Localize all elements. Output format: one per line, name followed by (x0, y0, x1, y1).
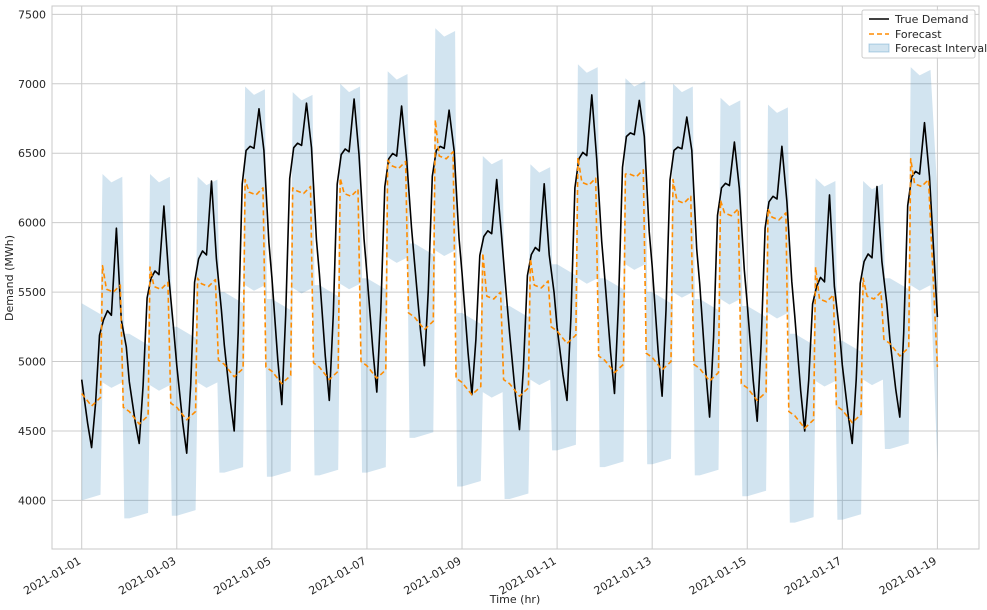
x-tick-label: 2021-01-09 (402, 554, 464, 597)
y-tick-label: 5500 (18, 286, 46, 299)
y-tick-label: 6000 (18, 217, 46, 230)
y-tick-label: 4000 (18, 494, 46, 507)
y-tick-label: 6500 (18, 147, 46, 160)
legend: True Demand Forecast Forecast Interval (861, 9, 987, 59)
x-tick-label: 2021-01-15 (687, 554, 749, 597)
x-tick-label: 2021-01-05 (211, 554, 273, 597)
y-tick-label: 7500 (18, 8, 46, 21)
x-tick-label: 2021-01-17 (782, 554, 844, 597)
y-tick-label: 4500 (18, 425, 46, 438)
x-tick-labels: 2021-01-01 2021-01-03 2021-01-05 2021-01-07… (21, 554, 939, 597)
legend-interval-label: Forecast Interval (895, 42, 987, 55)
x-tick-label: 2021-01-01 (21, 554, 83, 597)
legend-interval-swatch (868, 43, 890, 53)
x-tick-label: 2021-01-03 (116, 554, 178, 597)
legend-forecast-label: Forecast (895, 28, 942, 41)
x-tick-label: 2021-01-11 (497, 554, 559, 597)
legend-true-demand-label: True Demand (894, 13, 969, 26)
x-axis-label: Time (hr) (489, 593, 541, 606)
forecast-interval-band (81, 28, 938, 523)
x-tick-label: 2021-01-07 (307, 554, 369, 597)
x-tick-label: 2021-01-19 (877, 554, 939, 597)
y-tick-labels: 4000 4500 5000 5500 6000 6500 7000 7500 (18, 8, 46, 507)
y-tick-label: 5000 (18, 356, 46, 369)
y-tick-label: 7000 (18, 78, 46, 91)
forecast-line (81, 119, 939, 429)
legend-box (861, 9, 976, 59)
grid-lines (52, 6, 979, 549)
y-axis-label: Demand (MWh) (3, 235, 16, 321)
x-tick-label: 2021-01-13 (592, 554, 654, 597)
true-demand-line (80, 94, 939, 454)
